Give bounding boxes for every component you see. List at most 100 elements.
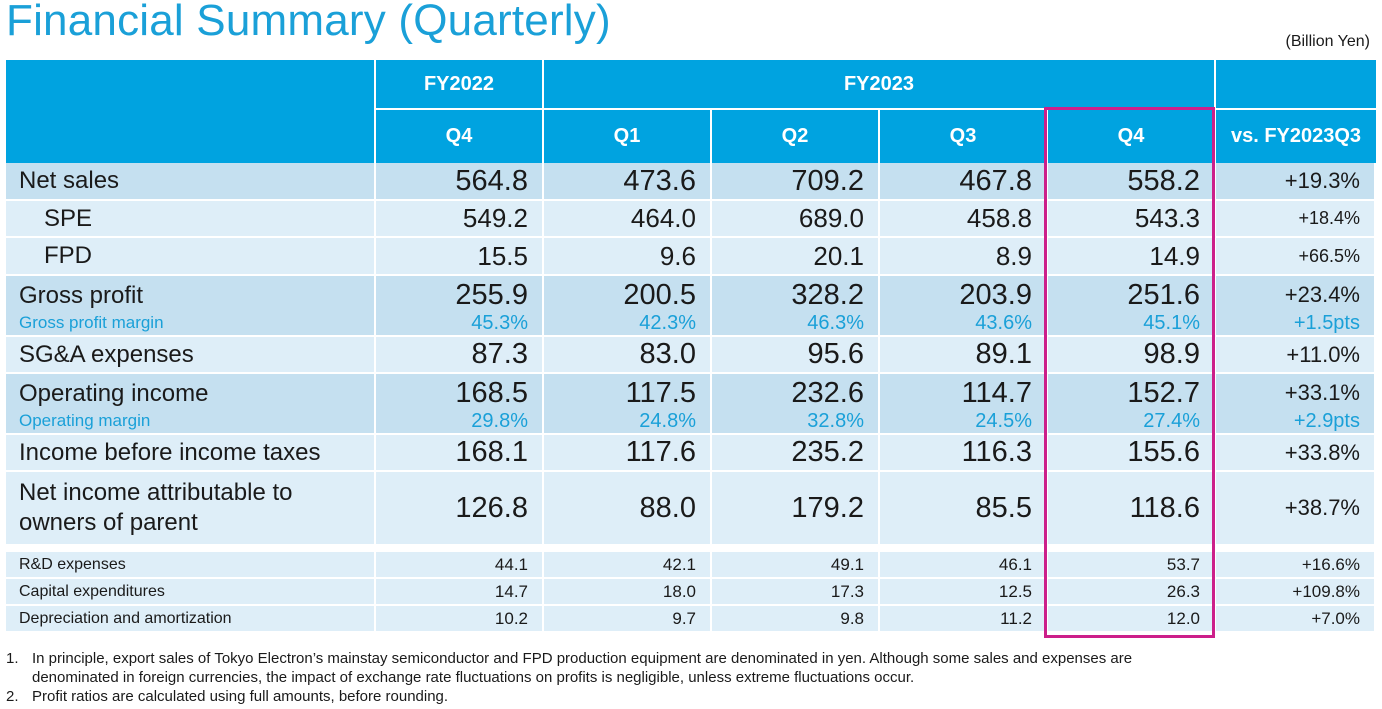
footnote-number: 2. bbox=[6, 688, 19, 705]
cell-value: 467.8 bbox=[880, 163, 1048, 201]
cell-value: 709.2 bbox=[712, 163, 880, 201]
header-vs: vs. FY2023Q3 bbox=[1216, 110, 1376, 163]
footnote: 1. In principle, export sales of Tokyo E… bbox=[6, 649, 1376, 687]
row-label-line2: owners of parent bbox=[19, 509, 198, 536]
cell-vs: +109.8% bbox=[1216, 579, 1376, 606]
cell-value: 118.6 bbox=[1048, 472, 1216, 546]
cell-vs: +33.1% bbox=[1284, 379, 1360, 405]
row-rd-expenses: R&D expenses 44.1 42.1 49.1 46.1 53.7 +1… bbox=[6, 552, 1376, 579]
header-q1: Q1 bbox=[544, 110, 712, 163]
cell-subvalue: 27.4% bbox=[1143, 409, 1200, 432]
header-corner bbox=[6, 60, 376, 163]
cell-value: 328.2 bbox=[791, 278, 864, 311]
cell-subvalue: 29.8% bbox=[471, 409, 528, 432]
cell-value: 255.9 bbox=[455, 278, 528, 311]
cell-value: 117.5 bbox=[625, 376, 696, 409]
cell-subvalue: 24.5% bbox=[975, 409, 1032, 432]
cell-value: 89.1 bbox=[880, 337, 1048, 374]
cell-value: 549.2 bbox=[376, 201, 544, 238]
cell-value: 9.8 bbox=[712, 606, 880, 633]
header-fy2022: FY2022 bbox=[376, 60, 544, 110]
cell-vs: +33.8% bbox=[1216, 435, 1376, 472]
financial-table: FY2022 FY2023 Q4 Q1 Q2 Q3 Q4 vs. FY2023Q… bbox=[6, 60, 1376, 633]
cell-value: 155.6 bbox=[1048, 435, 1216, 472]
row-label: Depreciation and amortization bbox=[6, 606, 376, 633]
cell-value: 46.1 bbox=[880, 552, 1048, 579]
row-net-sales: Net sales 564.8 473.6 709.2 467.8 558.2 … bbox=[6, 163, 1376, 201]
cell-value: 117.6 bbox=[544, 435, 712, 472]
row-gap bbox=[6, 546, 1376, 552]
cell-subvalue: 24.8% bbox=[639, 409, 696, 432]
row-gross-profit: Gross profit Gross profit margin 255.9 45… bbox=[6, 276, 1376, 337]
row-label: FPD bbox=[6, 238, 376, 276]
page-title: Financial Summary (Quarterly) bbox=[6, 0, 611, 45]
footnote-number: 1. bbox=[6, 650, 19, 667]
cell-value: 14.9 bbox=[1048, 238, 1216, 276]
cell-value: 232.6 bbox=[791, 376, 864, 409]
cell-vs: +38.7% bbox=[1216, 472, 1376, 546]
row-income-before-taxes: Income before income taxes 168.1 117.6 2… bbox=[6, 435, 1376, 472]
header-q4-fy2022: Q4 bbox=[376, 110, 544, 163]
cell-value: 53.7 bbox=[1048, 552, 1216, 579]
cell-subvalue: 42.3% bbox=[639, 311, 696, 334]
cell-vs: +18.4% bbox=[1216, 201, 1376, 238]
cell-value: 200.5 bbox=[623, 278, 696, 311]
cell-value: 458.8 bbox=[880, 201, 1048, 238]
cell-subvalue: 46.3% bbox=[807, 311, 864, 334]
row-sga: SG&A expenses 87.3 83.0 95.6 89.1 98.9 +… bbox=[6, 337, 1376, 374]
cell-value: 126.8 bbox=[376, 472, 544, 546]
cell-value: 203.9 bbox=[959, 278, 1032, 311]
cell-value: 564.8 bbox=[376, 163, 544, 201]
unit-label: (Billion Yen) bbox=[1285, 33, 1371, 50]
cell-subvalue: 45.3% bbox=[471, 311, 528, 334]
footnotes: 1. In principle, export sales of Tokyo E… bbox=[6, 649, 1376, 706]
footnote-text: Profit ratios are calculated using full … bbox=[32, 688, 449, 705]
cell-value: 473.6 bbox=[544, 163, 712, 201]
cell-value: 49.1 bbox=[712, 552, 880, 579]
cell-value: 10.2 bbox=[376, 606, 544, 633]
cell-value: 114.7 bbox=[961, 376, 1032, 409]
cell-subvs: +2.9pts bbox=[1293, 409, 1360, 432]
row-label: Gross profit bbox=[19, 281, 144, 309]
cell-vs: +66.5% bbox=[1216, 238, 1376, 276]
cell-value: 152.7 bbox=[1127, 376, 1200, 409]
row-sublabel: Operating margin bbox=[19, 410, 151, 430]
cell-value: 251.6 bbox=[1127, 278, 1200, 311]
row-fpd: FPD 15.5 9.6 20.1 8.9 14.9 +66.5% bbox=[6, 238, 1376, 276]
row-label: Income before income taxes bbox=[6, 435, 376, 472]
cell-subvalue: 45.1% bbox=[1143, 311, 1200, 334]
header-q4-fy2023: Q4 bbox=[1048, 110, 1216, 163]
cell-value: 168.5 bbox=[455, 376, 528, 409]
footnote-text: In principle, export sales of Tokyo Elec… bbox=[32, 650, 1133, 686]
row-label: Operating income bbox=[19, 379, 209, 407]
cell-vs: +7.0% bbox=[1216, 606, 1376, 633]
header-vs-blank bbox=[1216, 60, 1376, 110]
cell-value: 42.1 bbox=[544, 552, 712, 579]
row-label: SPE bbox=[6, 201, 376, 238]
cell-vs: +23.4% bbox=[1284, 281, 1360, 307]
cell-value: 95.6 bbox=[712, 337, 880, 374]
cell-value: 12.0 bbox=[1048, 606, 1216, 633]
cell-value: 44.1 bbox=[376, 552, 544, 579]
row-label: Capital expenditures bbox=[6, 579, 376, 606]
cell-value: 26.3 bbox=[1048, 579, 1216, 606]
row-label: R&D expenses bbox=[6, 552, 376, 579]
row-net-income: Net income attributable to owners of par… bbox=[6, 472, 1376, 546]
row-label: Net income attributable to bbox=[19, 479, 293, 506]
cell-value: 689.0 bbox=[712, 201, 880, 238]
row-label: Net sales bbox=[6, 163, 376, 201]
header-fy2023: FY2023 bbox=[544, 60, 1216, 110]
cell-value: 20.1 bbox=[712, 238, 880, 276]
cell-value: 116.3 bbox=[880, 435, 1048, 472]
cell-value: 543.3 bbox=[1048, 201, 1216, 238]
cell-vs: +16.6% bbox=[1216, 552, 1376, 579]
cell-value: 179.2 bbox=[712, 472, 880, 546]
cell-value: 9.7 bbox=[544, 606, 712, 633]
cell-vs: +11.0% bbox=[1216, 337, 1376, 374]
cell-value: 558.2 bbox=[1048, 163, 1216, 201]
cell-value: 98.9 bbox=[1048, 337, 1216, 374]
cell-value: 464.0 bbox=[544, 201, 712, 238]
row-label: SG&A expenses bbox=[6, 337, 376, 374]
cell-value: 18.0 bbox=[544, 579, 712, 606]
row-spe: SPE 549.2 464.0 689.0 458.8 543.3 +18.4% bbox=[6, 201, 1376, 238]
